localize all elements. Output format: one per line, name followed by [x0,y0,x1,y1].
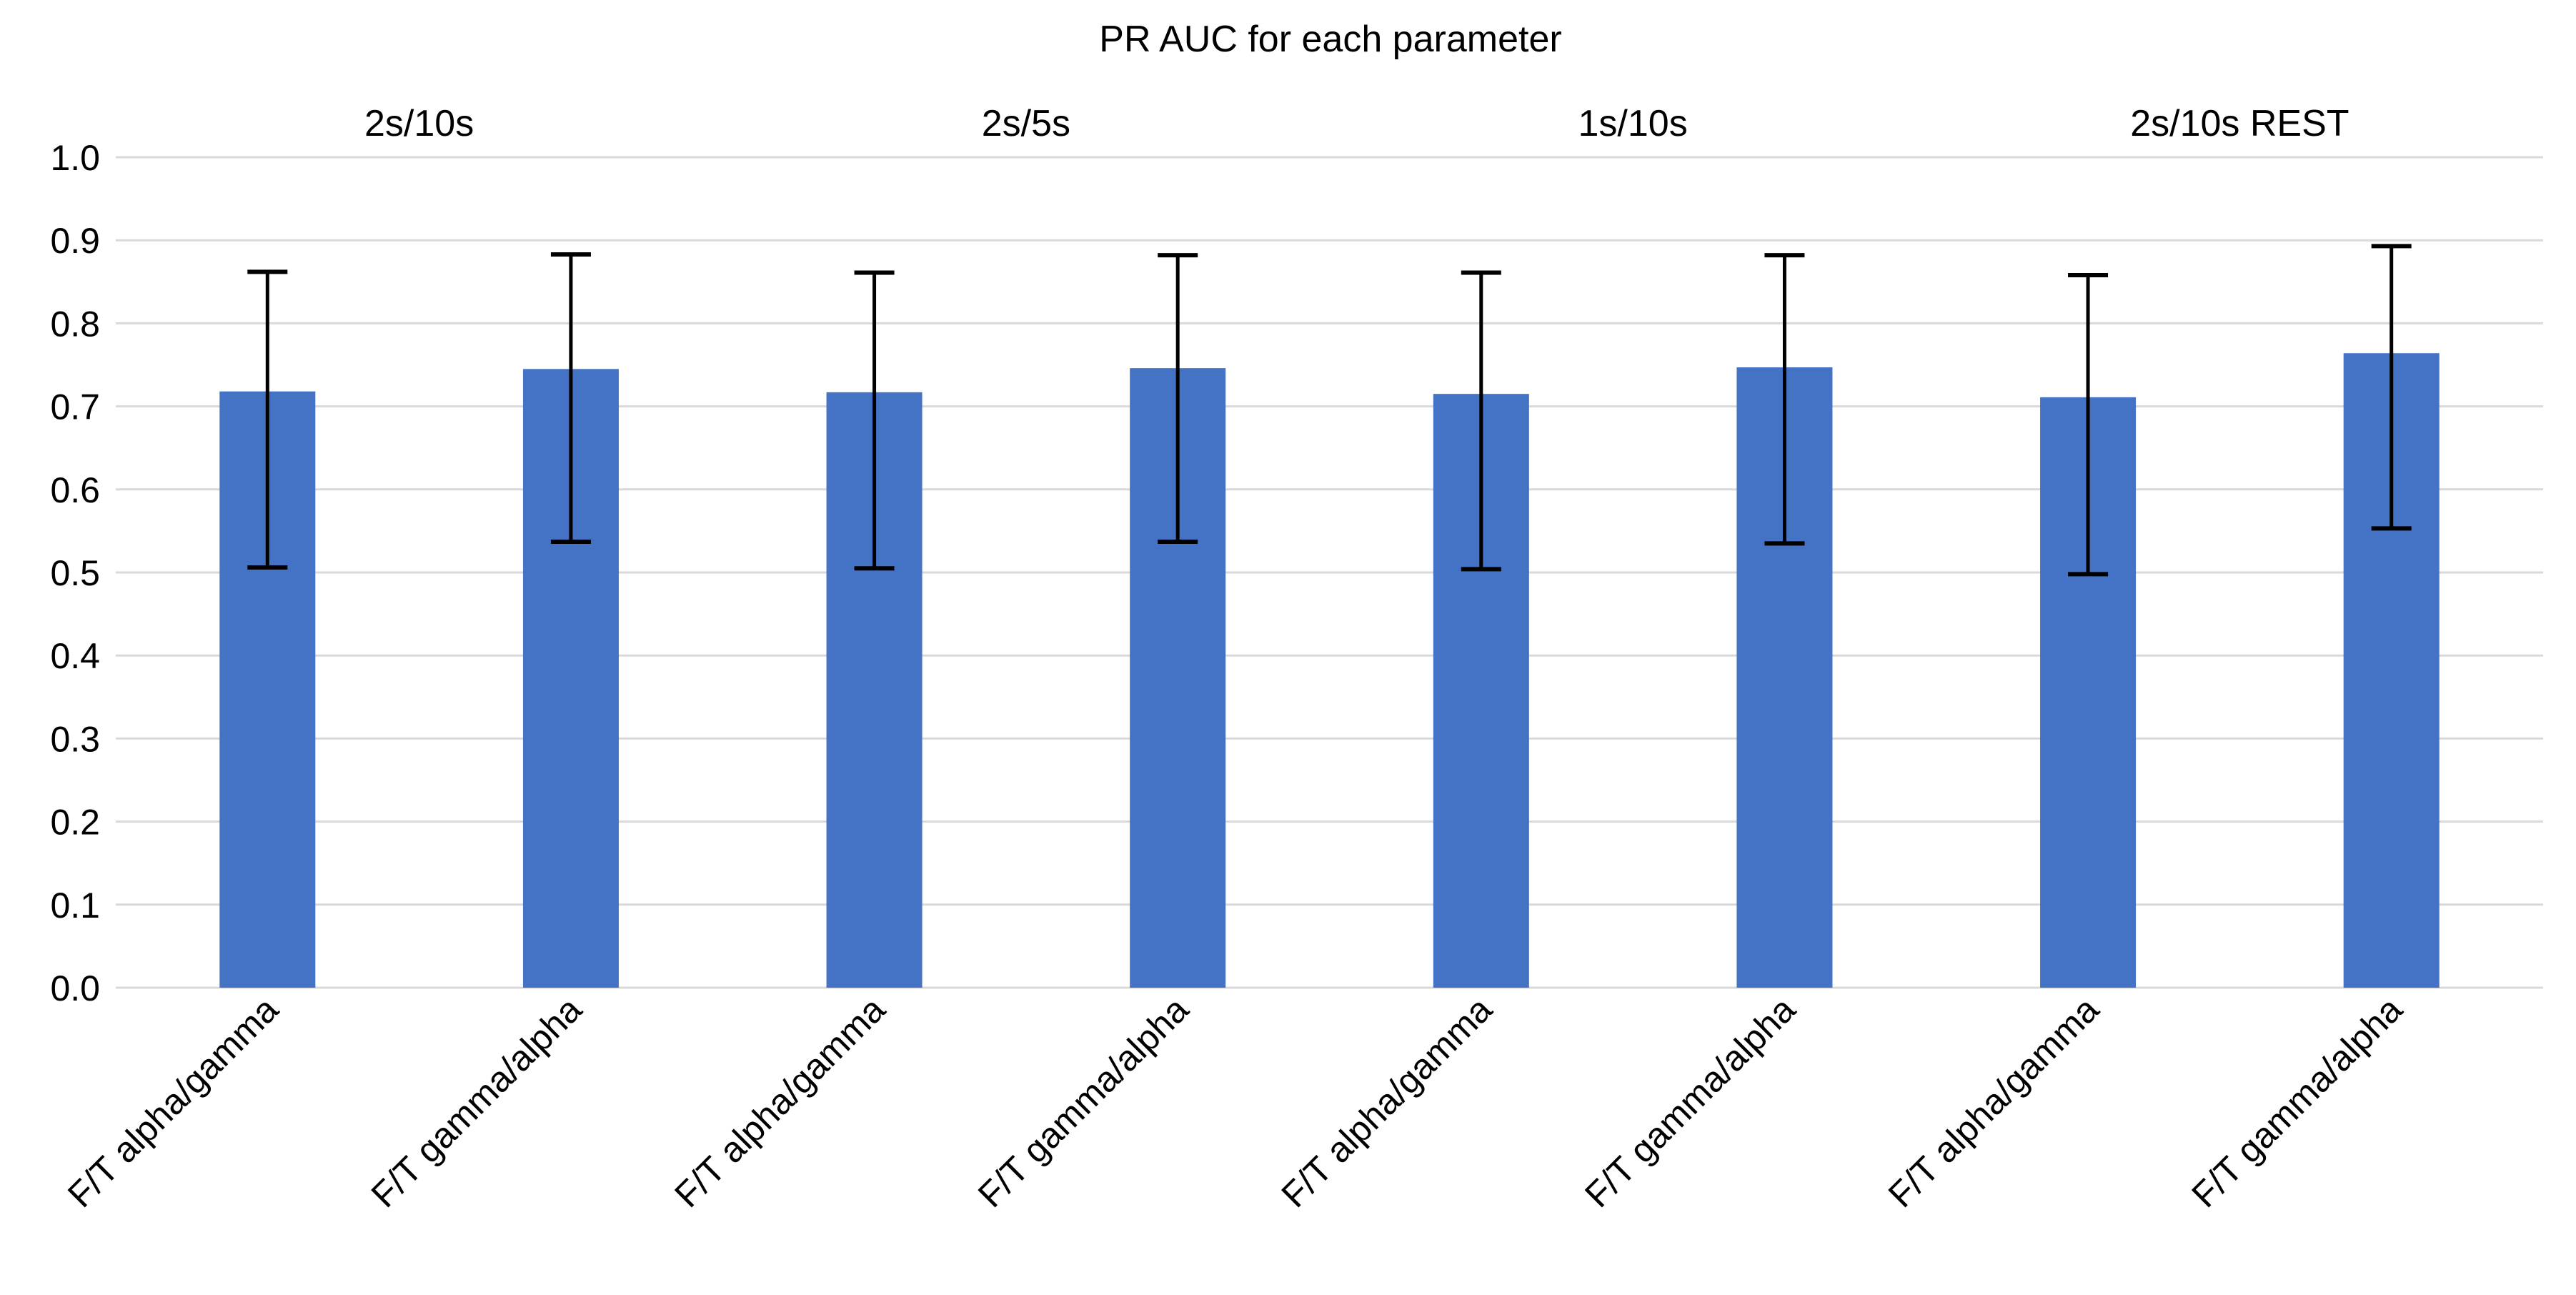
x-tick-label: F/T alpha/gamma [667,989,892,1215]
y-tick-label: 0.8 [50,304,100,344]
x-tick-label: F/T alpha/gamma [1881,989,2107,1215]
y-tick-label: 0.3 [50,719,100,759]
x-tick-label: F/T alpha/gamma [60,989,286,1215]
x-tick-label: F/T gamma/alpha [1577,989,1803,1215]
y-tick-label: 0.1 [50,885,100,926]
x-tick-label: F/T gamma/alpha [970,989,1196,1215]
x-tick-label: F/T gamma/alpha [2184,989,2410,1215]
x-tick-label: F/T alpha/gamma [1274,989,1500,1215]
y-tick-label: 0.0 [50,968,100,1008]
y-tick-label: 0.2 [50,803,100,843]
group-label: 2s/10s [364,103,474,144]
y-tick-label: 0.6 [50,470,100,510]
y-tick-label: 0.5 [50,553,100,593]
y-tick-label: 0.4 [50,636,100,676]
x-tick-label: F/T gamma/alpha [364,989,590,1215]
chart-title: PR AUC for each parameter [1099,19,1561,60]
group-label: 2s/10s REST [2130,103,2349,144]
y-tick-label: 0.7 [50,387,100,427]
y-tick-label: 1.0 [50,138,100,178]
y-tick-label: 0.9 [50,221,100,261]
group-label: 2s/5s [982,103,1070,144]
group-label: 1s/10s [1578,103,1688,144]
